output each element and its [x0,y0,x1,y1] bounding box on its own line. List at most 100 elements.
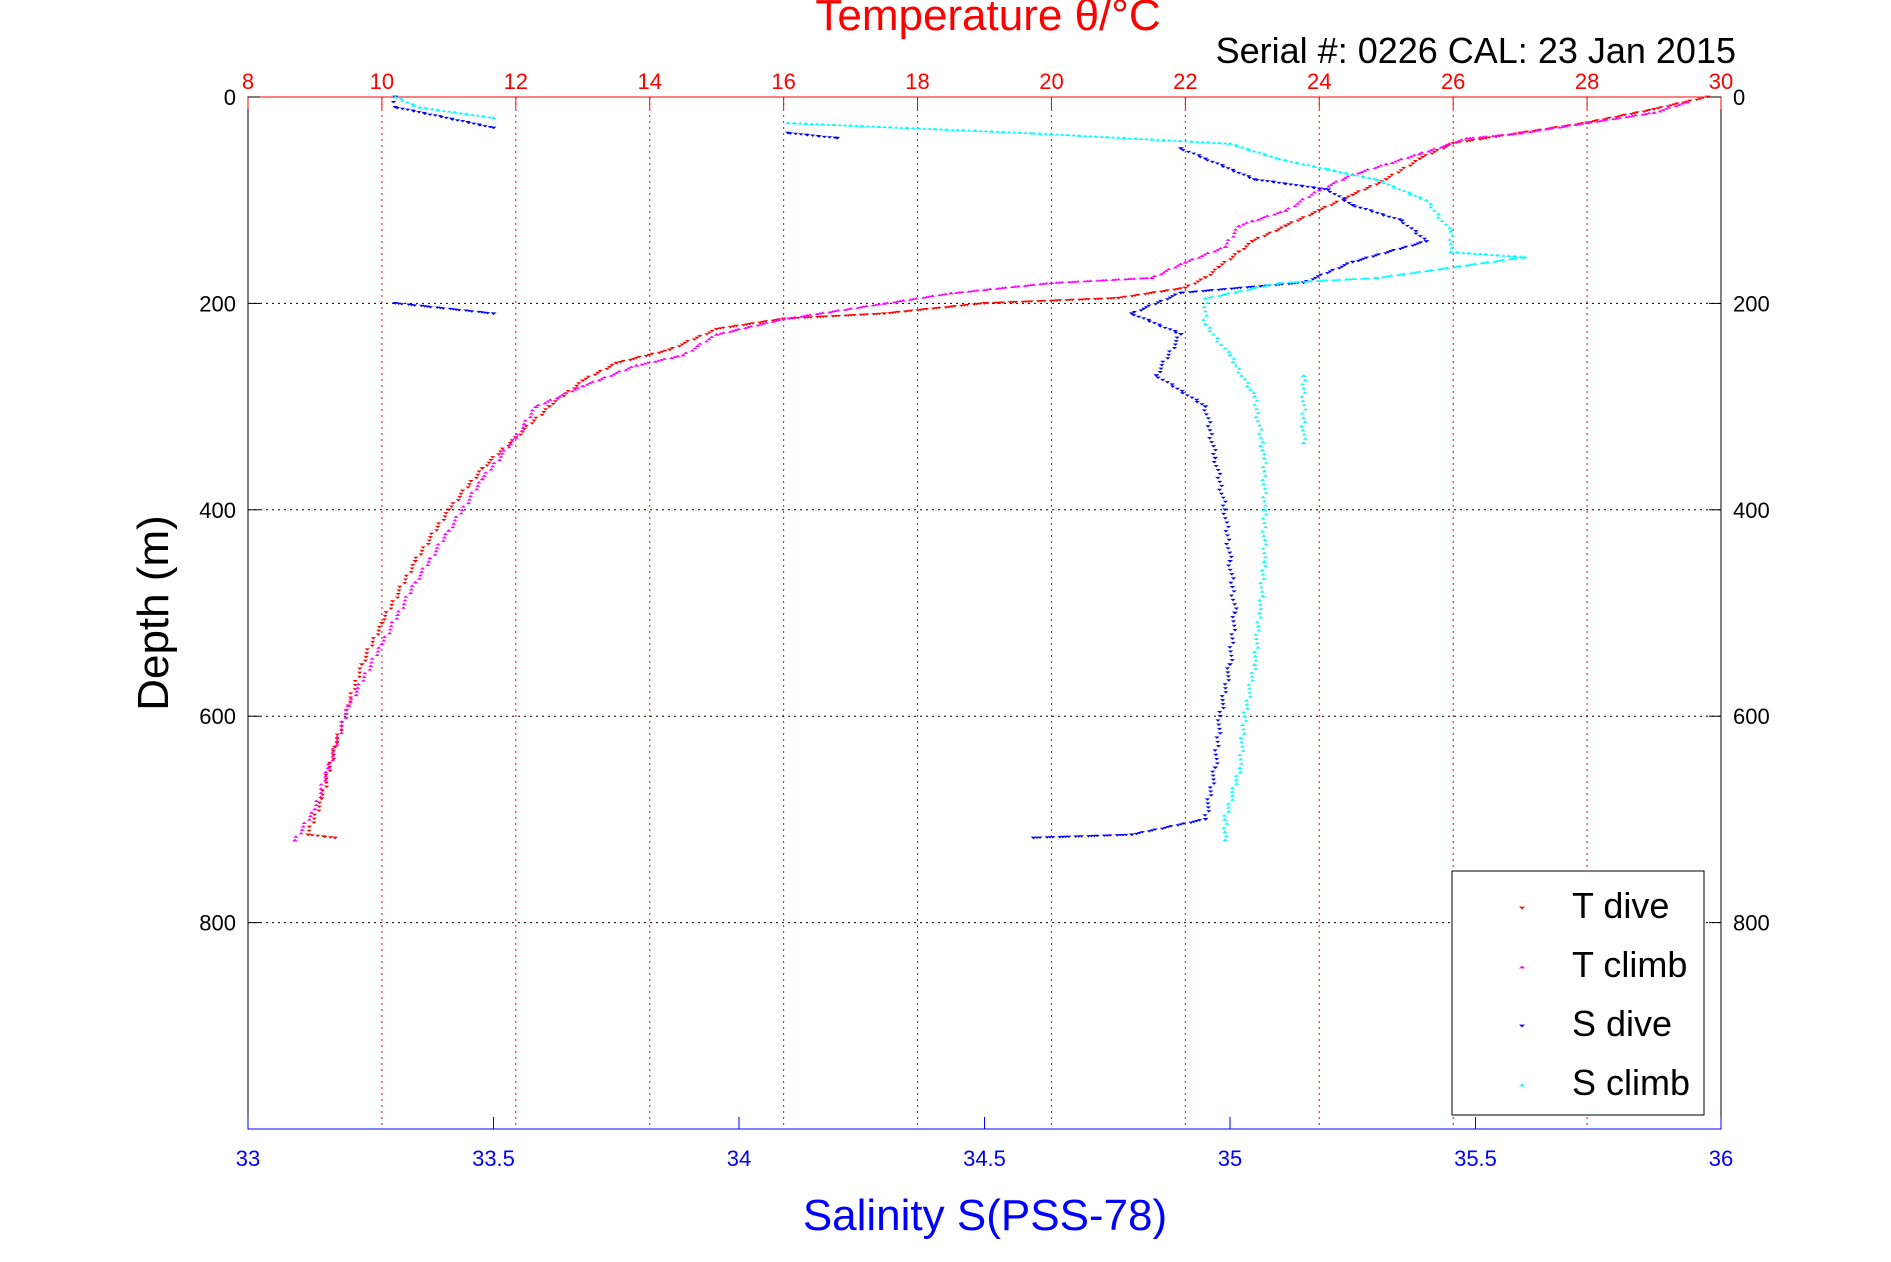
data-point [1007,301,1013,304]
data-point [727,326,734,329]
data-point [323,785,330,789]
salinity-tick-label: 33 [236,1146,260,1171]
data-point [655,359,661,362]
data-point [666,348,673,352]
data-point [1185,150,1192,154]
data-point [1383,162,1390,166]
data-point [554,396,560,400]
data-point [689,349,696,352]
data-point [763,320,769,323]
data-point [454,119,461,122]
data-point [432,553,438,556]
data-point [1239,374,1245,377]
data-point [981,302,988,305]
data-point [481,115,487,118]
data-point [1336,267,1343,270]
data-point [1261,521,1267,524]
data-point [1668,104,1674,107]
chart-title: Temperature θ/°C [815,0,1160,40]
data-point [364,652,370,655]
data-point [1177,333,1184,336]
data-point [483,471,489,474]
depth-tick-label-left: 200 [199,291,236,316]
data-point [1220,703,1226,706]
data-point [1366,176,1372,180]
data-points [291,95,1711,842]
data-point [1403,245,1409,249]
data-point [1684,100,1691,104]
data-point [933,127,939,131]
data-point [1469,263,1475,266]
data-point [585,375,592,379]
data-point [408,571,414,574]
data-point [1383,178,1390,181]
data-point [1205,425,1211,428]
data-point [334,735,340,739]
data-point [923,295,930,299]
data-point [413,556,419,560]
data-point [394,596,401,599]
data-point [323,774,329,778]
data-point [338,724,345,727]
data-point [907,298,913,301]
depth-tick-label-left: 0 [224,85,236,110]
data-point [557,395,563,398]
data-point [1235,290,1241,293]
data-point [1224,534,1231,537]
data-point [1135,293,1141,297]
data-point [579,379,586,383]
data-point [308,811,315,814]
data-point [1349,204,1356,207]
data-point [1082,279,1088,283]
data-point [1188,821,1194,825]
data-point [1177,147,1184,150]
data-point [1700,96,1706,100]
data-point [405,108,411,111]
data-point [1349,173,1355,176]
data-point [1217,732,1223,735]
data-point [733,324,740,328]
data-point [434,546,440,549]
data-point [446,110,452,113]
data-point [1410,244,1416,247]
data-point [370,637,377,640]
data-point [1226,538,1232,542]
data-point [445,508,452,512]
data-point [394,617,400,620]
data-point [1562,124,1569,128]
data-point [1240,727,1247,731]
data-point [1220,165,1226,169]
data-point [487,125,493,129]
data-point [987,287,993,291]
data-point [539,413,545,417]
data-point [1157,325,1163,328]
data-point [1299,382,1306,386]
data-point [1225,810,1232,813]
data-point [1553,126,1559,129]
data-point [1156,323,1163,327]
data-point [1411,271,1417,274]
data-point [682,341,688,345]
data-point [1175,264,1181,267]
data-point [354,690,360,693]
data-point [1240,223,1246,226]
data-point [1212,250,1218,253]
data-point [488,458,494,462]
data-point [1601,118,1607,121]
data-point [881,302,888,305]
data-point [1234,144,1240,148]
data-point [1085,835,1092,838]
data-point [1435,212,1442,216]
data-point [1239,745,1246,748]
data-point [1114,834,1120,837]
data-point [1214,736,1220,739]
data-point [1261,456,1268,460]
data-point [1373,254,1379,257]
data-point [476,310,482,314]
data-point [1037,132,1044,135]
data-point [1358,258,1364,262]
data-point [1258,428,1265,431]
data-point [1512,255,1518,258]
data-point [389,603,395,607]
data-point [416,105,423,109]
